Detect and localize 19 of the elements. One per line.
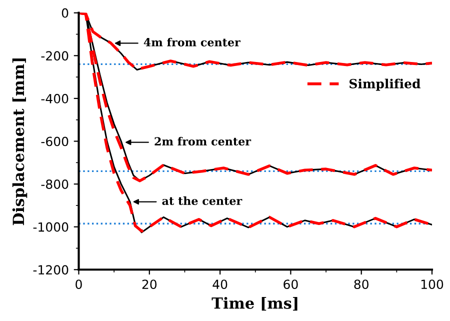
y-tick-label: -600 xyxy=(41,136,68,146)
x-tick-label: 80 xyxy=(354,280,368,290)
annotation: 4m from center xyxy=(144,38,241,46)
x-tick-label: 60 xyxy=(284,280,298,290)
x-tick-label: 0 xyxy=(76,280,82,290)
annotation: at the center xyxy=(162,196,242,206)
y-tick-label: -1200 xyxy=(33,265,68,275)
y-tick-label: -800 xyxy=(41,180,68,189)
x-tick-label: 40 xyxy=(212,280,228,290)
annotation: 2m from center xyxy=(154,136,252,146)
y-tick-label: -200 xyxy=(41,51,68,61)
legend-label: Simplified xyxy=(350,78,420,91)
x-tick-label: 100 xyxy=(421,280,444,290)
x-axis-title: Time [ms] xyxy=(212,297,298,311)
x-tick-label: 20 xyxy=(142,280,157,290)
y-tick-label: -1000 xyxy=(33,222,68,232)
y-tick-label: 0 xyxy=(62,8,68,18)
y-axis-title: Displacement [mm] xyxy=(12,58,28,226)
y-tick-label: -400 xyxy=(41,94,68,104)
